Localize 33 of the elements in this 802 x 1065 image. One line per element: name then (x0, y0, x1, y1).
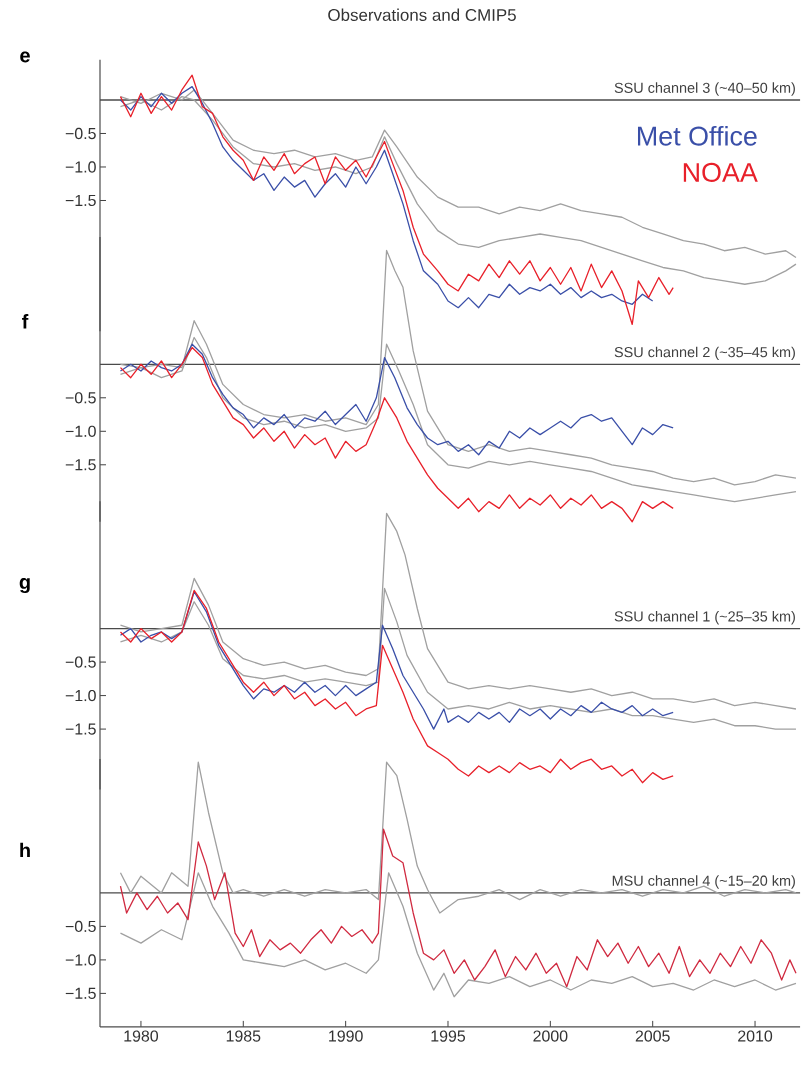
ref-line-label: SSU channel 3 (~40–50 km) (614, 82, 795, 96)
y-tick-label: −1.0 (65, 689, 96, 702)
chart-title: Observations and CMIP5 (328, 8, 516, 22)
y-tick-label: −0.5 (65, 392, 96, 404)
text: NOAA (683, 162, 758, 182)
line-series (119, 872, 797, 998)
ref-line-label: MSU channel 4 (~15–20 km) (612, 875, 795, 889)
y-tick-label: −1.5 (65, 987, 96, 999)
line-series (119, 828, 797, 988)
x-tick-label: 1980 (124, 1030, 159, 1042)
x-tick-label: 1995 (431, 1030, 466, 1042)
line-series (119, 761, 797, 914)
y-tick-label: −0.5 (65, 127, 96, 140)
y-tick-label: −1.0 (65, 161, 96, 173)
y-tick-label: −1.5 (65, 723, 96, 735)
text: g (19, 578, 30, 594)
x-tick-label: 2005 (635, 1030, 670, 1042)
ref-line-label: SSU channel 1 (~25–35 km) (614, 610, 795, 625)
text: f (22, 314, 29, 329)
text: Met Office (637, 125, 757, 146)
x-tick-label: 1990 (329, 1030, 363, 1042)
ref-line-label: SSU channel 2 (~35–45 km) (614, 346, 795, 361)
x-tick-label: 1985 (226, 1030, 261, 1042)
y-tick-label: −1.5 (65, 194, 96, 207)
y-tick-label: −1.5 (65, 459, 96, 471)
text: h (20, 842, 30, 858)
y-tick-label: −1.0 (65, 954, 96, 966)
y-tick-label: −0.5 (65, 920, 96, 933)
x-tick-label: 2000 (533, 1030, 568, 1042)
y-tick-label: −1.0 (65, 425, 96, 437)
x-tick-label: 2010 (738, 1030, 773, 1042)
y-tick-label: −0.5 (65, 656, 96, 668)
text: e (20, 51, 30, 63)
